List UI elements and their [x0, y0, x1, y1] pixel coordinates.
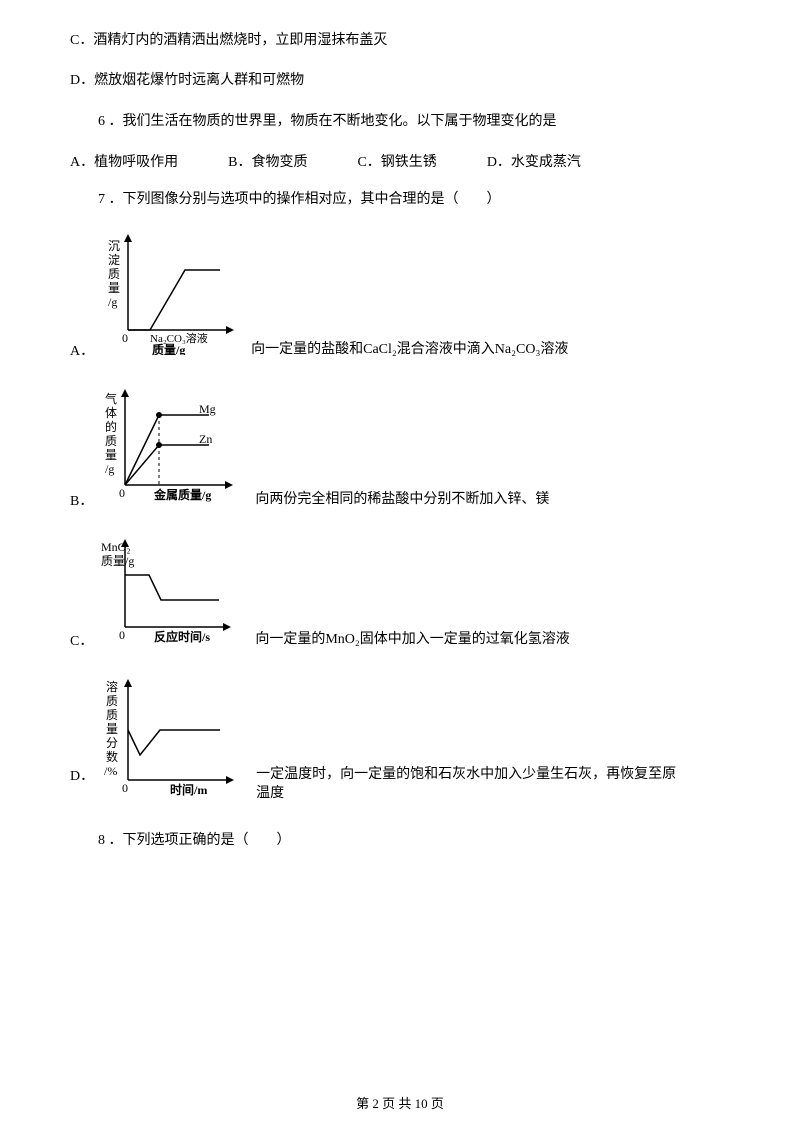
svg-text:淀: 淀 [108, 253, 120, 267]
svg-text:反应时间/s: 反应时间/s [154, 629, 210, 644]
opt-d-label: D． [70, 765, 94, 785]
svg-text:量: 量 [105, 448, 117, 462]
svg-text:体: 体 [105, 406, 117, 420]
q6-options: A．植物呼吸作用 B．食物变质 C．钢铁生锈 D．水变成蒸汽 [70, 151, 730, 171]
svg-text:金属质量/g: 金属质量/g [153, 487, 211, 502]
svg-text:时间/m: 时间/m [170, 782, 207, 797]
svg-text:分: 分 [106, 736, 118, 750]
q6-opt-a: A．植物呼吸作用 [70, 151, 178, 171]
page: C．酒精灯内的酒精洒出燃烧时，立即用湿抹布盖灭 D．燃放烟花爆竹时远离人群和可燃… [0, 0, 800, 1132]
svg-text:数: 数 [106, 749, 118, 764]
option-d: D．燃放烟花爆竹时远离人群和可燃物 [70, 70, 730, 92]
svg-text:沉: 沉 [108, 239, 120, 253]
svg-text:溶: 溶 [106, 679, 118, 694]
q7-d-text: 一定温度时，向一定量的饱和石灰水中加入少量生石灰，再恢复至原温度 [256, 765, 686, 804]
svg-text:量: 量 [106, 722, 118, 736]
q6-stem: 6 ．我们生活在物质的世界里，物质在不断地变化。以下属于物理变化的是 [70, 111, 730, 133]
svg-text:0: 0 [122, 781, 128, 795]
svg-text:质: 质 [106, 708, 118, 722]
mg-label: Mg [199, 402, 216, 416]
opt-c-label: C． [70, 630, 93, 650]
q7-b-text: 向两份完全相同的稀盐酸中分别不断加入锌、镁 [255, 490, 549, 510]
svg-text:0: 0 [122, 331, 128, 345]
q7-opt-c: C． MnO₂ 质量/g 0 反应时间/s 向一定量的MnO₂固体中加入一定量的… [70, 535, 730, 650]
q7-opt-d: D． 溶 质 质 量 分 数 /% 0 时间/m 一定温度时，向一定量的饱和石灰… [70, 675, 730, 805]
opt-a-label: A． [70, 340, 94, 360]
q6-opt-c: C．钢铁生锈 [357, 151, 436, 171]
opt-b-label: B． [70, 490, 93, 510]
svg-text:气: 气 [105, 391, 117, 406]
svg-text:量: 量 [108, 281, 120, 295]
q7-stem: 7 ．下列图像分别与选项中的操作相对应，其中合理的是（ ） [70, 189, 730, 211]
chart-d: 溶 质 质 量 分 数 /% 0 时间/m [100, 675, 250, 805]
q6-opt-b: B．食物变质 [228, 151, 307, 171]
svg-text:/%: /% [104, 764, 117, 778]
q7-opt-a: A． 沉 淀 质 量 /g 0 Na₂CO₃溶液 质量/g 向一定量的盐 [70, 230, 730, 360]
svg-text:的: 的 [105, 419, 117, 434]
svg-text:质量/g: 质量/g [101, 554, 134, 568]
chart-a: 沉 淀 质 量 /g 0 Na₂CO₃溶液 质量/g [100, 230, 245, 360]
page-footer: 第 2 页 共 10 页 [70, 1093, 730, 1112]
q7-opt-b: B． 气 体 的 质 量 /g Mg Zn [70, 385, 730, 510]
svg-text:质: 质 [106, 694, 118, 708]
zn-label: Zn [199, 432, 212, 446]
chart-c: MnO₂ 质量/g 0 反应时间/s [99, 535, 249, 650]
svg-text:/g: /g [108, 295, 117, 309]
chart-b: 气 体 的 质 量 /g Mg Zn 0 [99, 385, 249, 510]
q7-a-text: 向一定量的盐酸和CaCl₂混合溶液中滴入Na₂CO₃溶液 [251, 340, 568, 360]
q6-opt-d: D．水变成蒸汽 [487, 151, 581, 171]
svg-text:质: 质 [108, 267, 120, 281]
q7-c-text: 向一定量的MnO₂固体中加入一定量的过氧化氢溶液 [255, 630, 569, 650]
svg-text:0: 0 [119, 486, 125, 500]
svg-text:/g: /g [105, 462, 114, 476]
svg-text:0: 0 [119, 628, 125, 642]
option-c: C．酒精灯内的酒精洒出燃烧时，立即用湿抹布盖灭 [70, 30, 730, 52]
svg-text:质量/g: 质量/g [152, 342, 185, 355]
q8-stem: 8 ．下列选项正确的是（ ） [70, 830, 730, 852]
svg-text:质: 质 [105, 434, 117, 448]
